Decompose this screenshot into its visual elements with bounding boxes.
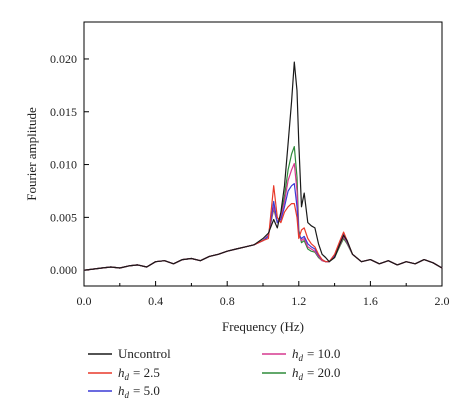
- x-axis: 0.0 0.4 0.8 1.2 1.6 2.0: [77, 281, 450, 308]
- plot-frame: [83, 21, 443, 287]
- series-line-h-d-10.0: [83, 162, 443, 271]
- legend-label-hd-20.0: hd = 20.0: [292, 365, 340, 382]
- x-tick-label: 1.2: [291, 294, 306, 308]
- legend-item-uncontrol: Uncontrol: [88, 346, 171, 361]
- x-axis-label: Frequency (Hz): [222, 319, 304, 334]
- y-tick-label: 0.000: [50, 263, 77, 277]
- y-axis-label: Fourier amplitude: [24, 107, 39, 201]
- x-tick-label: 0.8: [220, 294, 235, 308]
- x-tick-label: 1.6: [363, 294, 378, 308]
- legend-item-hd-2.5: hd = 2.5: [88, 365, 160, 382]
- legend-item-hd-20.0: hd = 20.0: [262, 365, 340, 382]
- y-tick-label: 0.005: [50, 210, 77, 224]
- y-tick-label: 0.020: [50, 52, 77, 66]
- series-line-h-d-2.5: [83, 185, 443, 271]
- series-lines: [83, 61, 443, 271]
- series-line-uncontrol: [83, 61, 443, 271]
- x-tick-label: 2.0: [435, 294, 450, 308]
- legend-item-hd-10.0: hd = 10.0: [262, 346, 340, 363]
- legend-label-hd-5.0: hd = 5.0: [118, 383, 160, 400]
- series-line-h-d-5.0: [83, 183, 443, 271]
- x-tick-label: 0.0: [77, 294, 92, 308]
- legend-label-hd-10.0: hd = 10.0: [292, 346, 340, 363]
- legend: Uncontrol hd = 2.5 hd = 5.0 hd = 10.0 hd = 2…: [88, 346, 340, 400]
- legend-label-uncontrol: Uncontrol: [118, 346, 171, 361]
- legend-item-hd-5.0: hd = 5.0: [88, 383, 160, 400]
- series-line-h-d-20.0: [83, 146, 443, 271]
- x-tick-label: 0.4: [148, 294, 163, 308]
- y-tick-label: 0.015: [50, 105, 77, 119]
- plot-area: 0.000 0.005 0.010 0.015 0.020 0.0 0.4 0.8 1.2 1.…: [50, 21, 450, 308]
- y-axis: 0.000 0.005 0.010 0.015 0.020: [50, 52, 89, 277]
- legend-label-hd-2.5: hd = 2.5: [118, 365, 160, 382]
- y-tick-label: 0.010: [50, 158, 77, 172]
